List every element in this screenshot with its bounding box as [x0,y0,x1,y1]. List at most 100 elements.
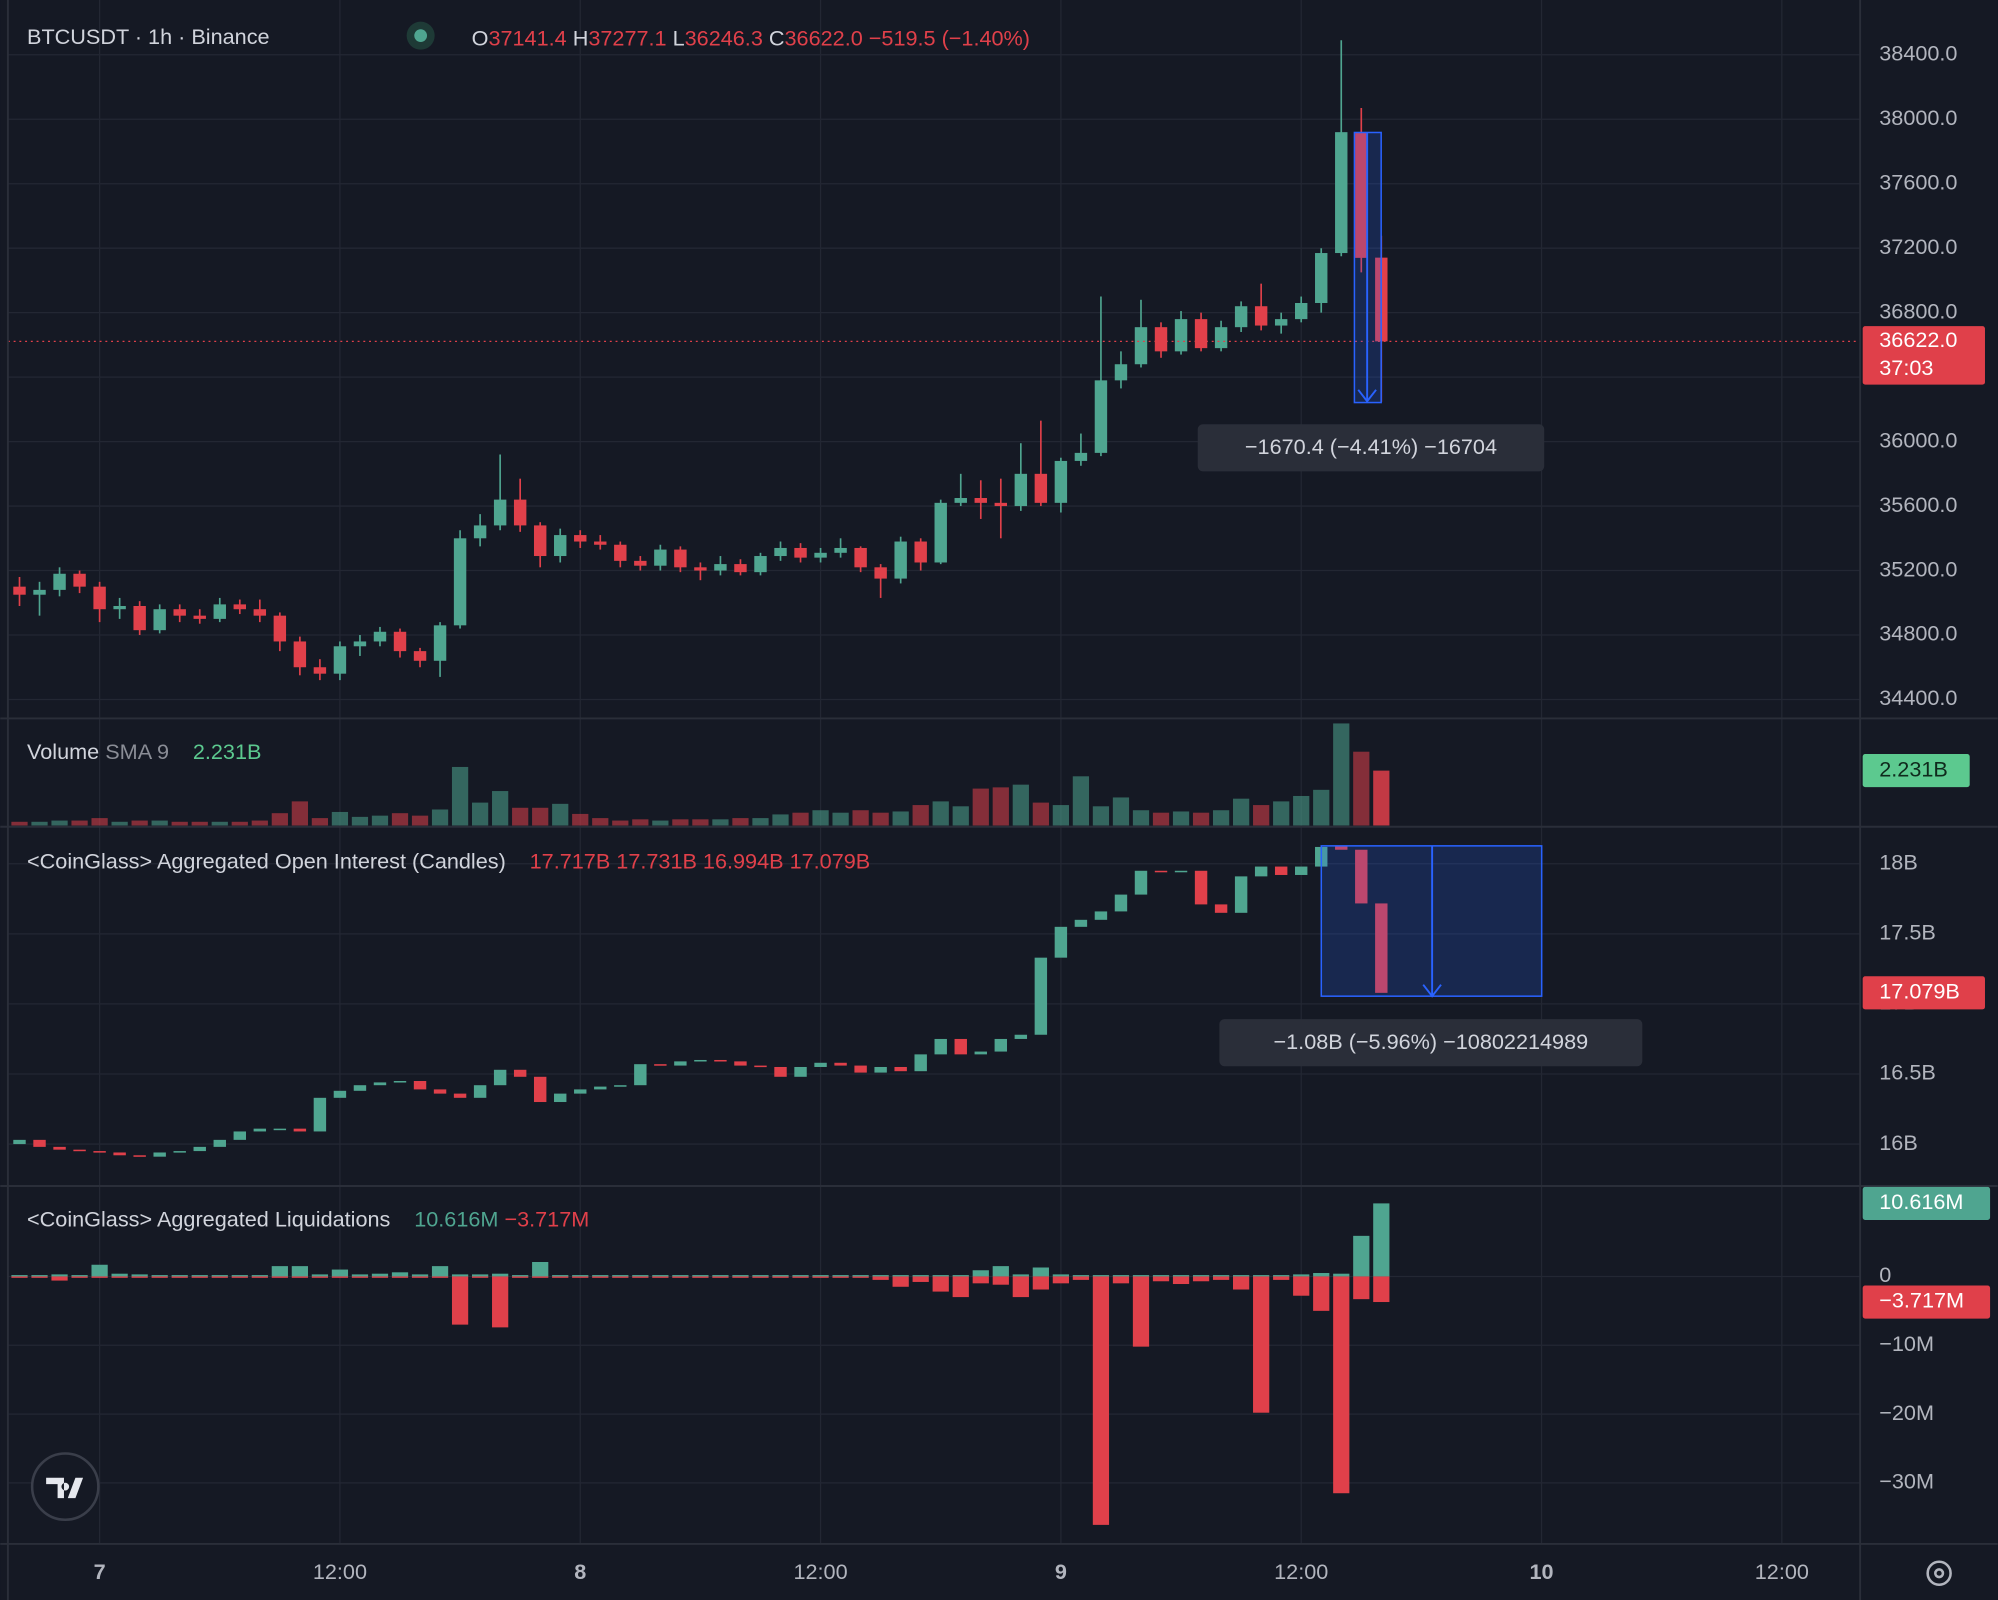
liquidation-bar [492,1276,509,1328]
candle-body [293,641,307,668]
candle-body [654,549,667,566]
liquidation-bar [1112,1276,1130,1284]
liquidation-bar [171,1276,188,1278]
liquidation-bar [371,1273,389,1277]
ohlc-value: 37141.4 [488,25,566,50]
liquidation-bar [351,1276,369,1278]
status-dot [414,29,428,43]
oi-value-label: 17.079B [1879,979,1960,1004]
liquidation-bar [451,1276,469,1325]
candle-body [73,1149,86,1152]
candle-body [914,1054,927,1072]
measure-arrowhead [1422,984,1442,998]
candle-body [974,1051,987,1055]
volume-bar [772,814,789,826]
candle-body [1335,845,1348,850]
liquidation-bar [31,1275,48,1277]
candle-body [253,1128,267,1132]
candle-body [113,605,126,610]
liquidation-bar [852,1276,869,1278]
liquidation-bar [952,1275,969,1277]
candle-body [473,1085,487,1098]
liquidation-bar [1192,1275,1210,1277]
volume-bar [992,787,1009,826]
candle-body [113,1152,126,1156]
candle-body [1335,132,1348,254]
liquidation-bar [772,1276,789,1278]
volume-bar [1072,776,1090,826]
x-tick-label: 7 [94,1559,106,1584]
liquidation-bar [892,1275,909,1277]
volume-bar [1212,810,1230,826]
candle-body [594,1086,607,1090]
liquidation-bar [712,1275,729,1277]
liquidation-bar [672,1276,689,1278]
x-tick-label: 12:00 [793,1559,847,1584]
candle-body [1274,319,1288,326]
candle-body [674,1061,687,1066]
x-tick-label: 12:00 [313,1559,367,1584]
candle-body [834,547,847,553]
liquidation-bar [1152,1275,1170,1277]
candle-body [774,547,787,557]
volume-bar [1253,805,1270,826]
volume-bar [131,820,148,826]
price-measure-label: −1670.4 (−4.41%) −16704 [1245,434,1497,459]
volume-bar [191,821,208,826]
y-tick-label: 16.5B [1879,1060,1936,1085]
liquidation-bar [752,1276,769,1278]
candle-body [53,1146,66,1150]
liquidation-bar [111,1273,128,1277]
y-tick-label: 18B [1879,849,1918,874]
candle-body [13,1139,26,1145]
volume-legend: Volume SMA 9 2.231B [27,739,261,764]
candle-body [1254,306,1268,326]
liquidation-bar [11,1276,28,1278]
liquidation-bar [1072,1275,1090,1277]
candle-body [574,535,587,542]
liquidation-bar [1212,1276,1230,1280]
candle-body [253,609,267,616]
measure-label-box [1197,424,1545,472]
liquidation-bar [471,1274,489,1277]
settings-icon[interactable] [1926,1560,1952,1586]
candle-body [213,604,226,619]
candle-body [133,1155,146,1157]
liquidation-bar [1192,1276,1210,1282]
volume-indicator: SMA 9 [105,739,169,764]
y-tick-label: 17.5B [1879,920,1936,945]
candle-body [854,547,867,568]
liquidation-bar [291,1276,308,1278]
liquidation-bar [992,1276,1009,1285]
y-tick-label: 34400.0 [1879,685,1957,710]
liquidation-bar [912,1276,929,1282]
candle-body [233,1131,247,1140]
y-tick-label: −20M [1879,1400,1934,1425]
candle-body [874,567,887,579]
volume-bar [1233,798,1250,826]
volume-bar [752,818,769,826]
candle-body [133,605,146,631]
liquidation-bar [992,1266,1009,1277]
candle-body [433,625,447,661]
liquidation-bar [191,1276,208,1278]
candle-body [754,556,767,573]
liquidation-bar [1052,1274,1070,1277]
liquidation-bar [71,1275,88,1277]
candle-body [554,1093,567,1103]
volume-bar [732,818,749,826]
volume-bar [411,815,429,826]
volume-bar [231,821,248,826]
candle-body [1174,319,1188,352]
liquidation-bar [532,1261,549,1277]
liquidation-bar [211,1275,228,1277]
liquidation-bar [151,1275,168,1277]
liquidation-bar [271,1266,288,1277]
candle-body [694,1059,707,1062]
volume-bar [972,788,989,826]
candle-body [1094,380,1108,453]
ohlc-value: 36246.3 [685,25,763,50]
candle-body [93,1151,106,1153]
y-tick-label: 16B [1879,1130,1918,1155]
